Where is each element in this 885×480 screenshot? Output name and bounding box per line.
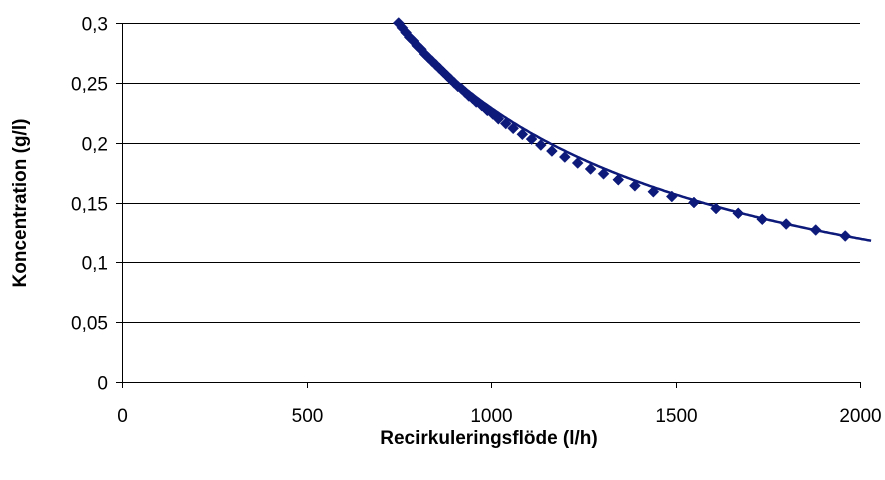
- x-tick-label: 500: [292, 406, 324, 427]
- data-point: [756, 213, 769, 226]
- data-point: [809, 224, 822, 236]
- y-tick-label: 0,25: [71, 75, 108, 96]
- x-axis-label: Recirkuleringsflöde (l/h): [380, 428, 597, 449]
- data-point: [516, 128, 529, 141]
- data-point: [839, 230, 852, 242]
- x-tick-label: 1500: [655, 406, 697, 427]
- data-point: [492, 112, 505, 125]
- y-tick-label: 0: [97, 374, 108, 395]
- y-axis-label: Koncentration (g/l): [10, 119, 31, 288]
- data-point: [534, 139, 547, 151]
- data-point: [525, 133, 538, 145]
- data-point: [629, 179, 641, 192]
- x-axis-tick-labels: 0 500 1000 1500 2000: [117, 406, 881, 427]
- y-tick-label: 0,2: [82, 135, 108, 156]
- data-point: [780, 218, 793, 230]
- y-tick-label: 0,3: [82, 15, 108, 36]
- data-point: [597, 167, 610, 180]
- y-axis-tick-labels: 0 0,05 0,1 0,15 0,2 0,25 0,3: [71, 15, 108, 395]
- data-point: [732, 207, 745, 220]
- data-point: [507, 122, 519, 135]
- data-point: [571, 157, 584, 169]
- data-point: [546, 145, 558, 157]
- data-point: [647, 185, 660, 198]
- data-point: [584, 163, 597, 175]
- y-tick-label: 0,15: [71, 195, 108, 216]
- gridlines: [122, 23, 860, 323]
- data-point: [665, 190, 678, 203]
- series-line: [397, 22, 872, 242]
- x-tick-label: 2000: [839, 406, 881, 427]
- data-point: [558, 151, 571, 163]
- data-point: [499, 117, 512, 130]
- y-tick-label: 0,05: [71, 314, 108, 335]
- data-point: [612, 173, 625, 186]
- axes: [116, 23, 861, 388]
- plot-area: [392, 17, 872, 242]
- y-tick-label: 0,1: [82, 254, 108, 275]
- x-tick-label: 0: [117, 406, 128, 427]
- data-point: [710, 202, 722, 215]
- data-point: [688, 196, 700, 209]
- x-tick-label: 1000: [470, 406, 512, 427]
